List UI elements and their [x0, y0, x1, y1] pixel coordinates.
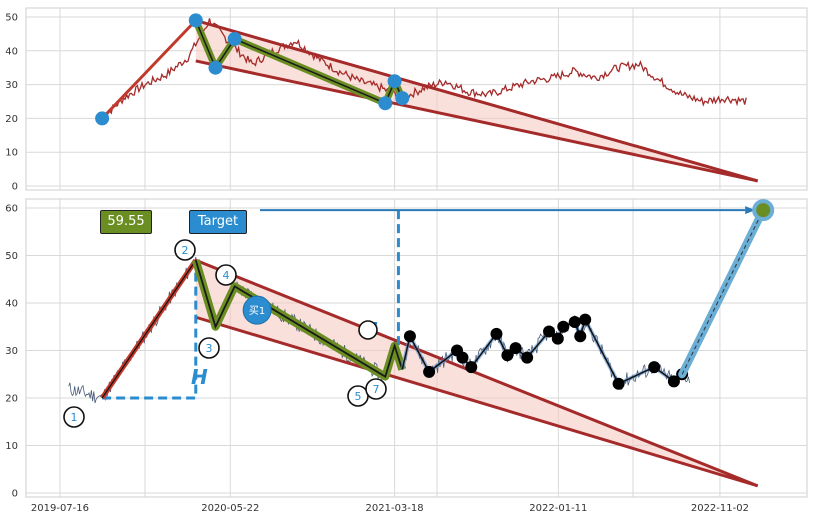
- pattern-label-4: 5: [355, 390, 362, 403]
- top-panel: 0 10 20 30 40 50: [5, 7, 808, 193]
- pattern-label-circle-3: [215, 264, 237, 286]
- pattern-label-circle-0: [63, 406, 85, 428]
- bottom-y-tick-label-6: 60: [5, 204, 18, 215]
- bottom-y-tick-label-4: 40: [5, 299, 18, 310]
- pattern-label-circle-6: [358, 320, 378, 340]
- pattern-label-5: 7: [373, 383, 380, 396]
- h-marker-1: H: [191, 365, 208, 389]
- followup-point-0: [403, 330, 416, 343]
- top-pattern-point-6: [395, 91, 410, 106]
- target-label: Target: [197, 214, 239, 229]
- top-y-tick-label-2: 20: [5, 114, 18, 125]
- bottom-wedge-upper-line: [195, 258, 759, 488]
- top-y-tick-label-4: 40: [5, 46, 18, 57]
- x-tick-label-1: 2020-05-22: [201, 503, 259, 514]
- bottom-y-tick-label-5: 50: [5, 251, 18, 262]
- followup-point-14: [579, 313, 592, 326]
- x-tick-label-2: 2021-03-18: [366, 503, 424, 514]
- top-y-tick-label-0: 0: [12, 182, 18, 193]
- x-tick-label-0: 2019-07-16: [31, 503, 89, 514]
- followup-point-1: [423, 365, 436, 378]
- price-label-box: 59.55: [100, 210, 152, 234]
- followup-point-7: [509, 342, 522, 355]
- bottom-height-dashed: [102, 260, 198, 400]
- x-tick-label-3: 2022-01-11: [529, 503, 587, 514]
- buy-marker-label: 买1: [249, 305, 265, 317]
- top-y-tick-label-3: 30: [5, 80, 18, 91]
- target-point: [752, 199, 775, 222]
- followup-point-11: [557, 320, 570, 333]
- bottom-wedge-lower-line: [195, 315, 759, 488]
- top-pattern-point-4: [378, 96, 393, 111]
- top-pattern-point-5: [387, 74, 402, 89]
- pattern-label-0: 1: [71, 411, 78, 424]
- pattern-label-circle-5: [365, 378, 387, 400]
- followup-point-5: [490, 327, 503, 340]
- pattern-label-2: 3: [206, 342, 213, 355]
- followup-point-12: [568, 316, 581, 328]
- bottom-y-tick-label-3: 30: [5, 346, 18, 357]
- pattern-label-3: 4: [223, 269, 230, 282]
- followup-point-9: [543, 325, 556, 338]
- top-y-tick-label-1: 10: [5, 148, 18, 159]
- x-tick-label-4: 2022-11-02: [691, 503, 749, 514]
- buy-marker-circle: [242, 295, 272, 325]
- target-label-box: Target: [189, 210, 247, 234]
- top-pattern-point-3: [227, 31, 242, 46]
- target-arrow-head: [745, 206, 756, 215]
- followup-point-3: [456, 351, 469, 364]
- top-rising-leg: [101, 19, 197, 120]
- bottom-zigzag-inner: [194, 259, 404, 378]
- followup-point-17: [667, 375, 680, 388]
- followup-point-16: [648, 361, 661, 374]
- bottom-rising-leg-inner: [101, 259, 197, 399]
- followup-point-10: [551, 332, 564, 345]
- bottom-y-tick-label-1: 10: [5, 441, 18, 452]
- top-pattern-point-1: [188, 13, 203, 28]
- bottom-y-tick-label-2: 20: [5, 394, 18, 405]
- followup-point-4: [465, 361, 478, 374]
- top-y-tick-label-5: 50: [5, 13, 18, 24]
- top-price-line: [101, 18, 747, 120]
- bottom-y-tick-label-0: 0: [12, 489, 18, 500]
- pattern-label-circle-1: [174, 239, 196, 261]
- price-label: 59.55: [107, 214, 145, 229]
- bottom-panel: 2019-07-16 2020-05-22 2021-03-18 2022-01-11…: [5, 198, 808, 514]
- projection-inner: [681, 209, 764, 375]
- top-wedge-upper-line: [195, 18, 759, 183]
- pattern-label-circle-2: [198, 337, 220, 359]
- followup-point-13: [574, 330, 587, 343]
- top-pattern-point-0: [95, 111, 110, 126]
- pattern-label-1: 2: [182, 244, 189, 257]
- followup-point-15: [612, 377, 625, 390]
- top-wedge-lower-line: [195, 59, 759, 183]
- followup-point-8: [521, 351, 534, 364]
- followup-point-6: [501, 349, 514, 362]
- top-pattern-point-2: [208, 60, 223, 75]
